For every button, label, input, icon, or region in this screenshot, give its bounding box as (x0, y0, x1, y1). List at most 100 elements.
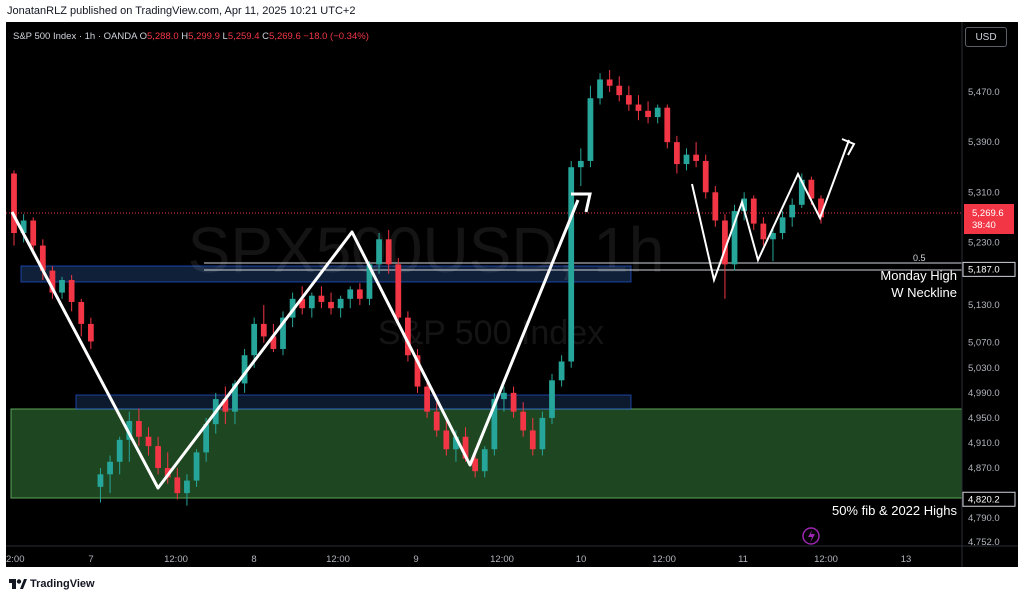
candle-down (722, 220, 728, 265)
candle-down (702, 160, 709, 193)
price-tick-label: 4,910.0 (968, 438, 1000, 449)
price-tick-label: 5,230.0 (968, 237, 1000, 248)
candle-down (645, 110, 651, 118)
ohlc-legend: S&P 500 Index · 1h · OANDA O5,288.0 H5,2… (13, 31, 369, 42)
candle-down (87, 323, 94, 342)
candle-up (376, 239, 382, 265)
candle-up (587, 98, 594, 161)
price-tick-label: 5,030.0 (968, 363, 1000, 374)
price-level-tag (962, 491, 1016, 507)
candle-down (616, 85, 623, 96)
watermark-name: S&P 500 Index (378, 314, 604, 352)
price-tick-label: 4,950.0 (968, 413, 1000, 424)
watermark-ticker: SPX500USD, 1h (188, 214, 665, 286)
candle-up (347, 289, 354, 299)
candle-up (59, 280, 65, 293)
support-label: 50% fib & 2022 Highs (832, 503, 958, 518)
price-tick-label: 4,790.0 (968, 513, 1000, 524)
candle-up (731, 211, 738, 265)
candle-down (385, 239, 392, 265)
candle-up (241, 355, 248, 384)
candle-up (280, 317, 286, 349)
candle-down (318, 295, 325, 302)
candle-down (222, 399, 229, 412)
candles-group (11, 70, 824, 506)
time-tick-label: 12:00 (490, 554, 514, 565)
candle-up (501, 392, 507, 400)
candle-down (760, 223, 767, 240)
candle-up (116, 439, 123, 462)
candle-down (39, 245, 46, 271)
candle-down (174, 477, 181, 494)
low-key: L (222, 31, 228, 42)
price-tick-label: 5,310.0 (968, 187, 1000, 198)
candle-down (414, 355, 421, 387)
candle-down (510, 392, 517, 412)
candle-up (366, 264, 373, 299)
publisher-text: JonatanRLZ published on TradingView.com,… (7, 5, 356, 17)
candle-up (193, 452, 200, 481)
time-tick-label: 10 (576, 554, 587, 565)
low-value: 5,259.4 (227, 31, 260, 42)
candle-up (184, 480, 190, 494)
last-price-value: 5,269.6 (972, 208, 1004, 219)
candle-up (597, 79, 603, 99)
price-tick-label: 5,187.0 (968, 264, 1000, 275)
price-axis[interactable]: 5,470.0 5,390.0 5,310.0 5,230.0 5,187.0 5,130… (962, 87, 1016, 548)
candle-up (539, 417, 546, 450)
candle-down (818, 198, 824, 218)
candle-down (328, 301, 334, 309)
chart-canvas[interactable]: SPX500USD, 1h S&P 500 Index 0.5 Monday H… (6, 22, 1018, 567)
candle-down (712, 192, 719, 221)
time-tick-label: 12:00 (652, 554, 676, 565)
tradingview-logo-icon[interactable] (9, 579, 27, 589)
symbol-label[interactable]: S&P 500 Index · 1h · OANDA (13, 31, 137, 42)
time-tick-label: 2:00 (6, 554, 25, 565)
candle-down (155, 446, 161, 469)
candle-up (203, 424, 210, 453)
tradingview-brand[interactable]: TradingView (30, 578, 95, 590)
candle-up (491, 399, 498, 450)
candle-down (11, 173, 17, 234)
candle-down (145, 436, 152, 447)
time-axis[interactable]: 2:00 7 12:00 8 12:00 9 12:00 10 12:00 11 12:00 13 (6, 554, 911, 565)
chart-area[interactable]: SPX500USD, 1h S&P 500 Index 0.5 Monday H… (6, 22, 1018, 567)
candle-up (97, 474, 104, 487)
candle-down (299, 298, 306, 309)
neckline-label-2: W Neckline (891, 285, 957, 300)
candle-down (49, 270, 56, 293)
price-tick-label: 5,390.0 (968, 137, 1000, 148)
countdown-value: 38:40 (972, 220, 996, 231)
candle-down (260, 323, 267, 337)
candle-down (68, 280, 75, 302)
time-tick-label: 12:00 (814, 554, 838, 565)
candle-down (750, 198, 757, 224)
w-arrowhead (571, 192, 592, 213)
candle-up (481, 449, 488, 472)
candle-up (770, 233, 776, 240)
w-pattern-path (10, 199, 580, 490)
high-value: 5,299.9 (188, 31, 220, 42)
candle-up (251, 323, 258, 356)
lower-blue-zone (75, 394, 632, 410)
candle-down (78, 301, 85, 324)
neckline-label-1: Monday High (880, 268, 957, 283)
candle-down (520, 411, 527, 431)
candle-up (232, 383, 238, 412)
candle-down (136, 421, 142, 437)
candle-up (683, 154, 690, 165)
candle-up (20, 220, 27, 234)
time-tick-label: 8 (251, 554, 256, 565)
candle-up (577, 160, 584, 168)
time-tick-label: 12:00 (164, 554, 188, 565)
lightning-icon[interactable] (802, 527, 820, 545)
price-tick-label: 5,070.0 (968, 338, 1000, 349)
candle-down (395, 264, 402, 318)
candle-down (606, 79, 613, 86)
price-tick-label: 4,990.0 (968, 388, 1000, 399)
candle-up (453, 436, 459, 450)
candle-down (808, 179, 815, 199)
candle-down (424, 386, 430, 412)
publisher-bar: JonatanRLZ published on TradingView.com,… (0, 0, 1024, 22)
currency-button[interactable]: USD (965, 27, 1007, 47)
